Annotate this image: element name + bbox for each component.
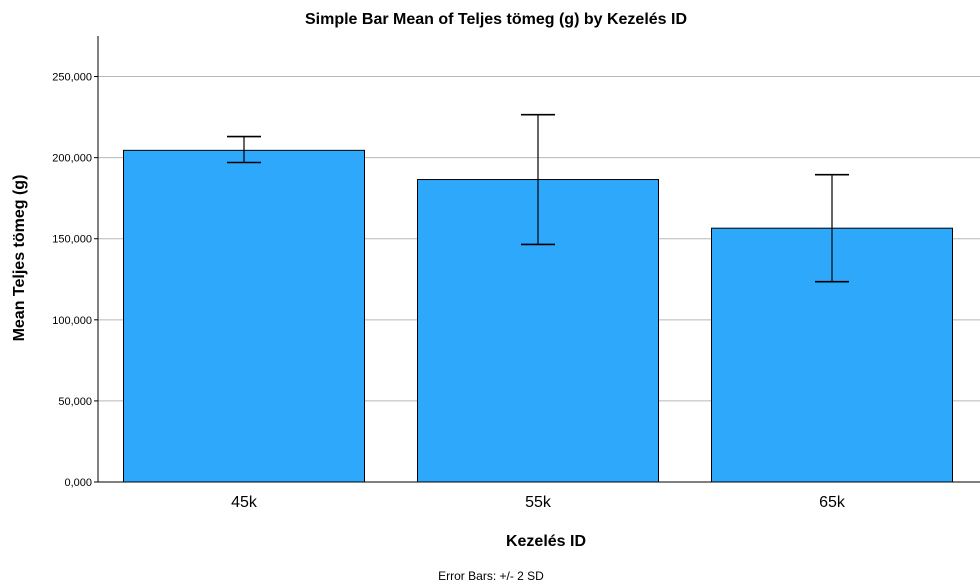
chart-title: Simple Bar Mean of Teljes tömeg (g) by K… — [305, 11, 687, 28]
y-axis-label: Mean Teljes tömeg (g) — [11, 175, 28, 342]
y-tick-label: 200,000 — [52, 153, 92, 165]
bars — [123, 149, 953, 483]
x-tick-label: 55k — [525, 494, 552, 511]
y-tick-label: 150,000 — [52, 234, 92, 246]
error-bar-footnote: Error Bars: +/- 2 SD — [438, 569, 544, 583]
y-tick-label: 50,000 — [58, 396, 92, 408]
x-axis-label: Kezelés ID — [506, 533, 586, 550]
y-tick-label: 0,000 — [64, 477, 92, 489]
x-tick-label: 45k — [231, 494, 258, 511]
axes — [94, 36, 980, 483]
y-tick-labels: 0,000 50,000 100,000 150,000 200,000 250,000 — [52, 72, 92, 489]
bar — [417, 179, 659, 483]
x-tick-labels: 45k 55k 65k — [231, 494, 846, 511]
x-tick-label: 65k — [819, 494, 846, 511]
y-tick-label: 250,000 — [52, 72, 92, 84]
y-tick-label: 100,000 — [52, 315, 92, 327]
error-bars — [227, 113, 849, 283]
bar — [123, 149, 365, 483]
